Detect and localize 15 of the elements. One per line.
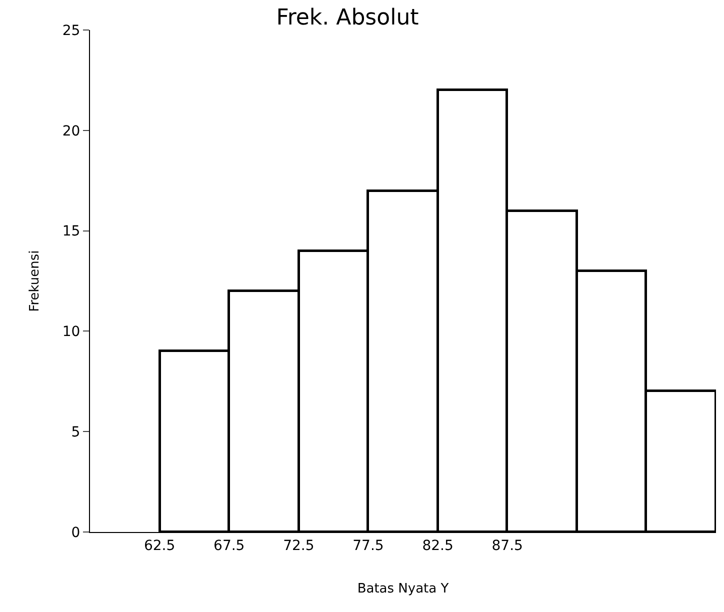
x-tick-label: 72.5 [283, 538, 314, 554]
y-tick-label: 15 [62, 224, 80, 240]
y-tick-label: 0 [71, 524, 80, 541]
y-axis-title: Frekuensi [27, 250, 42, 312]
y-tick-label: 25 [62, 22, 80, 39]
x-tick-label: 62.5 [144, 538, 176, 554]
x-tick-label: 77.5 [352, 538, 384, 554]
x-tick-label: 87.5 [492, 538, 523, 554]
y-tick-label: 10 [62, 324, 80, 340]
y-tick-label: 20 [62, 123, 80, 140]
x-tick-label: 82.5 [422, 538, 454, 554]
chart-title: Frek. Absolut [276, 6, 420, 31]
x-axis-title: Batas Nyata Y [357, 581, 449, 596]
x-tick-label: 67.5 [214, 538, 245, 554]
y-tick-label: 5 [71, 424, 80, 440]
